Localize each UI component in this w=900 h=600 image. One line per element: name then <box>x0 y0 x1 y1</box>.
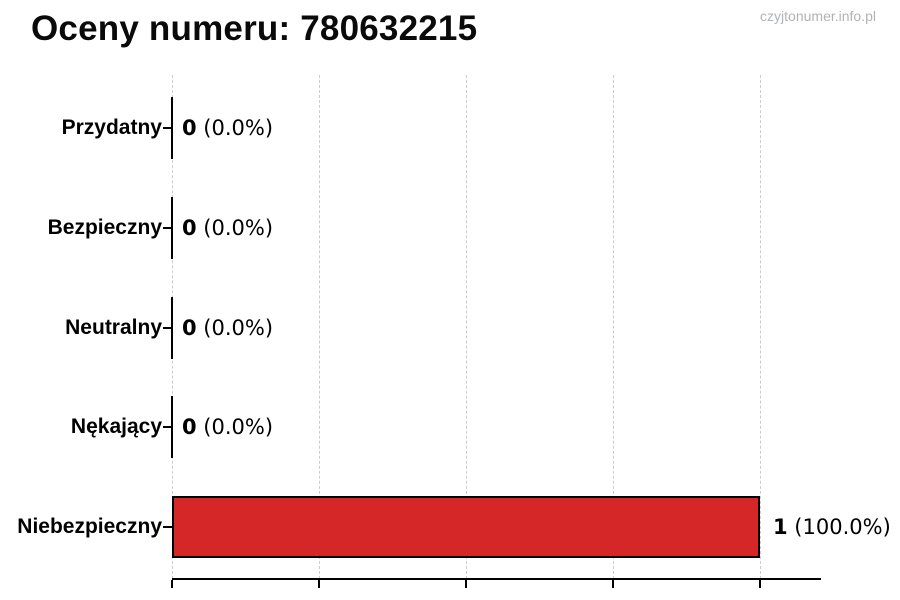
zero-bar <box>171 396 173 458</box>
category-label: Przydatny <box>61 116 162 139</box>
x-axis-tick <box>759 580 761 588</box>
x-axis-tick <box>171 580 173 588</box>
value-count: 0 <box>182 415 197 439</box>
gridline <box>465 75 467 579</box>
gridline <box>759 75 761 579</box>
zero-bar <box>171 297 173 359</box>
value-percent: (0.0%) <box>196 316 274 340</box>
value-label: 0 (0.0%) <box>182 114 273 142</box>
category-label: Nękający <box>70 415 162 438</box>
value-count: 0 <box>182 216 197 240</box>
chart-title: Oceny numeru: 780632215 <box>31 9 478 48</box>
value-percent: (0.0%) <box>196 415 274 439</box>
category-label: Niebezpieczny <box>17 515 162 538</box>
y-axis-tick <box>163 526 172 528</box>
value-count: 1 <box>773 515 788 539</box>
value-count: 0 <box>182 316 197 340</box>
gridline <box>612 75 614 579</box>
category-label: Neutralny <box>65 316 162 339</box>
x-axis-line <box>172 578 821 580</box>
value-label: 0 (0.0%) <box>182 214 273 242</box>
watermark-text: czyjtonumer.info.pl <box>760 8 876 24</box>
bar <box>172 496 760 558</box>
y-axis-tick <box>163 127 172 129</box>
category-label: Bezpieczny <box>47 216 162 239</box>
value-label: 1 (100.0%) <box>773 513 891 541</box>
zero-bar <box>171 197 173 259</box>
value-label: 0 (0.0%) <box>182 413 273 441</box>
value-label: 0 (0.0%) <box>182 314 273 342</box>
value-percent: (0.0%) <box>196 116 274 140</box>
x-axis-tick <box>612 580 614 588</box>
value-percent: (100.0%) <box>787 515 891 539</box>
y-axis-tick <box>163 227 172 229</box>
x-axis-tick <box>465 580 467 588</box>
y-axis-tick <box>163 426 172 428</box>
gridline <box>318 75 320 579</box>
x-axis-tick <box>318 580 320 588</box>
value-count: 0 <box>182 116 197 140</box>
y-axis-tick <box>163 327 172 329</box>
value-percent: (0.0%) <box>196 216 274 240</box>
zero-bar <box>171 97 173 159</box>
